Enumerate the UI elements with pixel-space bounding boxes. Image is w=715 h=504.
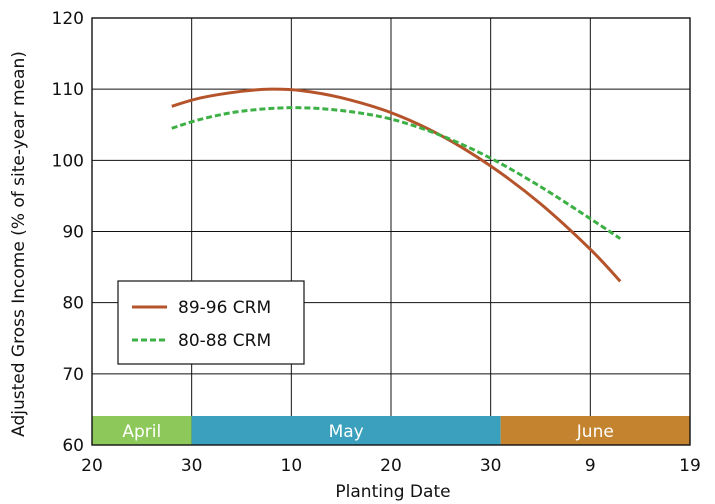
x-tick-label: 20 <box>380 456 402 476</box>
month-bands: April May June <box>92 416 690 445</box>
month-band-label: May <box>329 422 364 442</box>
x-tick-label: 9 <box>585 456 596 476</box>
tick-labels: 60 70 80 90 100 110 120 20 30 10 20 30 9 19 <box>52 9 701 476</box>
y-tick-label: 80 <box>62 294 84 314</box>
month-band-may <box>191 416 501 445</box>
y-tick-label: 60 <box>62 436 84 456</box>
y-axis-title: Adjusted Gross Income (% of site-year me… <box>9 51 29 437</box>
grid-layer <box>91 17 691 446</box>
legend-label-80-88: 80-88 CRM <box>178 331 271 351</box>
month-band-label: June <box>576 422 614 442</box>
x-tick-label: 20 <box>81 456 103 476</box>
series-layer <box>171 87 622 283</box>
month-band-label: April <box>122 422 161 442</box>
y-tick-label: 90 <box>62 223 84 243</box>
x-tick-label: 19 <box>679 456 701 476</box>
y-tick-label: 100 <box>52 151 84 171</box>
month-band-june <box>500 416 690 445</box>
x-tick-label: 30 <box>480 456 502 476</box>
x-axis-title: Planting Date <box>335 482 450 502</box>
y-tick-label: 70 <box>62 365 84 385</box>
x-tick-label: 10 <box>281 456 303 476</box>
series-line-0 <box>171 87 622 283</box>
x-tick-label: 30 <box>181 456 203 476</box>
y-tick-label: 110 <box>52 80 84 100</box>
y-tick-label: 120 <box>52 9 84 29</box>
month-band-april <box>92 416 192 445</box>
legend-box <box>117 280 305 365</box>
legend: 89-96 CRM 80-88 CRM <box>117 280 305 365</box>
plot-frame <box>91 17 691 446</box>
series-line-1 <box>171 106 622 240</box>
legend-label-89-96: 89-96 CRM <box>178 298 271 318</box>
